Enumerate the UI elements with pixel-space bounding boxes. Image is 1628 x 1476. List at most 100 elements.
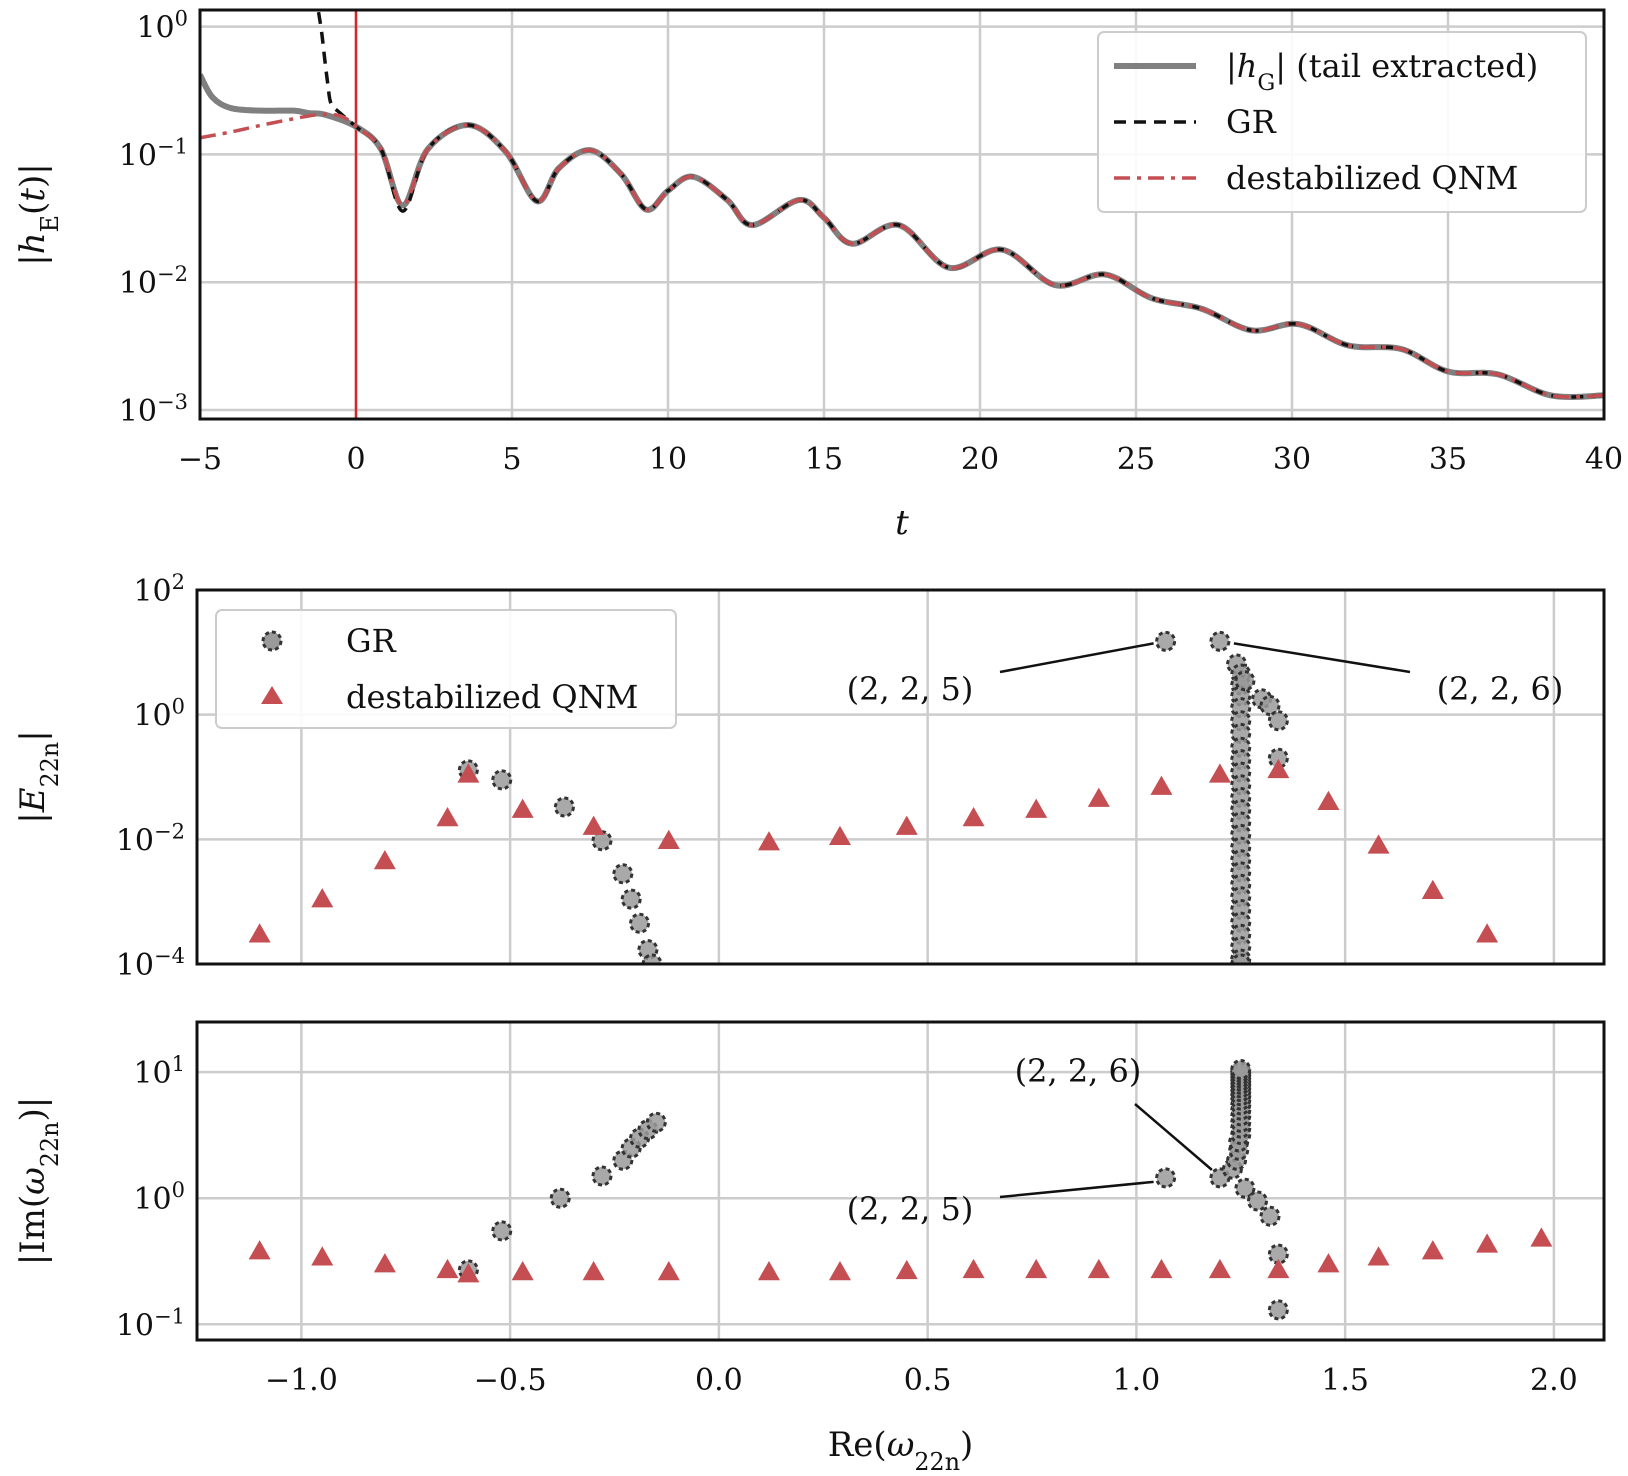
gr-point [629,912,651,934]
legend-marker-gr [261,630,283,652]
legend-label-gr: GR [346,622,397,660]
legend-label-hg: |hG| (tail extracted) [1226,47,1538,96]
gr-point [549,1187,571,1209]
top-panel: −5 0 5 10 15 20 25 30 35 40 100 10−1 10−2 10−3 |hG| (t… [13,7,1623,543]
qnm-triangle [311,888,334,908]
gr-point [491,1220,513,1242]
gr-point [645,1111,667,1133]
x-tick-label: 20 [961,442,999,477]
legend-label-qnm: destabilized QNM [346,678,638,716]
middle-panel: 102 100 10−2 10−4 (2, 2, 5) (2, 2, 6) GR destab… [13,570,1606,983]
y-tick-label: 10−1 [116,1304,185,1343]
qnm-triangle [895,1259,918,1280]
y-axis-label: |E22n| [13,730,64,823]
x-tick-label: 10 [649,442,687,477]
legend-marker-qnm [261,686,283,704]
y-axis-label: |hE(t)| [13,163,64,265]
middle-panel-plot-area [248,630,1499,964]
qnm-triangle [1421,1240,1444,1260]
y-tick-label: 10−2 [119,262,188,301]
series-line-dashdot [200,112,1604,399]
legend-box [1097,31,1587,213]
middle-legend: GR destabilized QNM [215,609,677,729]
top-legend: |hG| (tail extracted) GR destabilized QNM [1097,31,1587,213]
qnm-triangle [1367,834,1390,854]
qnm-triangle [1150,1258,1173,1279]
x-axis-label: t [895,503,909,543]
qnm-triangle [1087,1258,1110,1279]
qnm-triangle [582,815,605,835]
qnm-triangle [657,1260,680,1281]
y-axis-label: |Im(ω22n)| [13,1097,64,1265]
y-tick-label: 10−4 [116,944,185,983]
qnm-triangle [1208,763,1231,783]
qnm-triangle [1087,787,1110,807]
x-tick-label: 0.0 [695,1363,743,1398]
qnm-triangle [1476,923,1499,943]
x-tick-label: 2.0 [1530,1363,1578,1398]
qnm-triangle [311,1246,334,1266]
qnm-triangle [1421,879,1444,899]
gr-point [1230,953,1252,964]
qnm-triangle [457,763,480,783]
qnm-triangle [457,1263,480,1283]
y-tick-label: 10−1 [119,134,188,173]
gr-point [612,863,634,885]
gr-point [620,888,642,910]
x-tick-label: 1.5 [1321,1363,1369,1398]
annot-leader-226 [1233,642,1411,674]
qnm-triangle [1208,1258,1231,1279]
qnm-triangle [511,798,534,818]
gr-point [553,796,575,818]
legend-label-qnm: destabilized QNM [1226,159,1518,197]
legend-label-gr: GR [1226,103,1277,141]
qnm-triangle [1317,1253,1340,1273]
qnm-triangle [248,1240,271,1260]
x-tick-label: −5 [178,442,222,477]
gr-point [1234,670,1256,692]
x-tick-label: −0.5 [474,1363,547,1398]
qnm-triangle [1530,1227,1553,1247]
gr-point [1267,710,1289,732]
qnm-triangle [1476,1233,1499,1253]
qnm-triangle [248,923,271,943]
gr-point [1259,1205,1281,1227]
top-plot-area [200,10,1604,419]
y-tick-label: 10−2 [116,819,185,858]
y-tick-label: 100 [136,7,188,46]
annot-226: (2, 2, 6) [1015,1052,1142,1090]
qnm-triangle [436,1258,459,1279]
qnm-triangle [511,1260,534,1281]
qnm-triangle [895,815,918,835]
qnm-triangle [1150,775,1173,795]
bottom-panel: −1.0 −0.5 0.0 0.5 1.0 1.5 2.0 101 100 10−1 (2, 2, … [13,1020,1606,1476]
annot-225: (2, 2, 5) [847,1190,974,1228]
qnm-triangle [757,831,780,851]
gr-point [1230,1058,1252,1080]
qnm-triangle [373,1253,396,1273]
annot-leader-225 [999,1180,1154,1199]
gr-point [1209,630,1231,652]
x-tick-label: 0.5 [904,1363,952,1398]
x-tick-label: 0 [346,442,365,477]
middle-panel-frame [195,588,1606,966]
qnm-triangle [1267,758,1290,779]
qnm-triangle [828,825,851,846]
bottom-panel-plot-area [248,1058,1553,1321]
x-tick-label: 35 [1429,442,1467,477]
x-axis-label: Re(ω22n) [828,1425,974,1476]
y-tick-label: 10−3 [119,390,188,429]
gr-point [1234,1177,1256,1199]
qnm-triangle [962,1258,985,1279]
qnm-triangle [828,1260,851,1281]
gr-point [1267,1299,1289,1321]
y-tick-label: 102 [133,570,185,609]
qnm-triangle [373,849,396,870]
qnm-triangle [1025,1258,1048,1279]
qnm-triangle [962,806,985,827]
qnm-triangle [436,806,459,827]
qnm-triangle [1267,1258,1290,1279]
annot-leader-225 [999,642,1154,674]
qnm-triangle [1367,1246,1390,1266]
x-tick-label: −1.0 [265,1363,338,1398]
